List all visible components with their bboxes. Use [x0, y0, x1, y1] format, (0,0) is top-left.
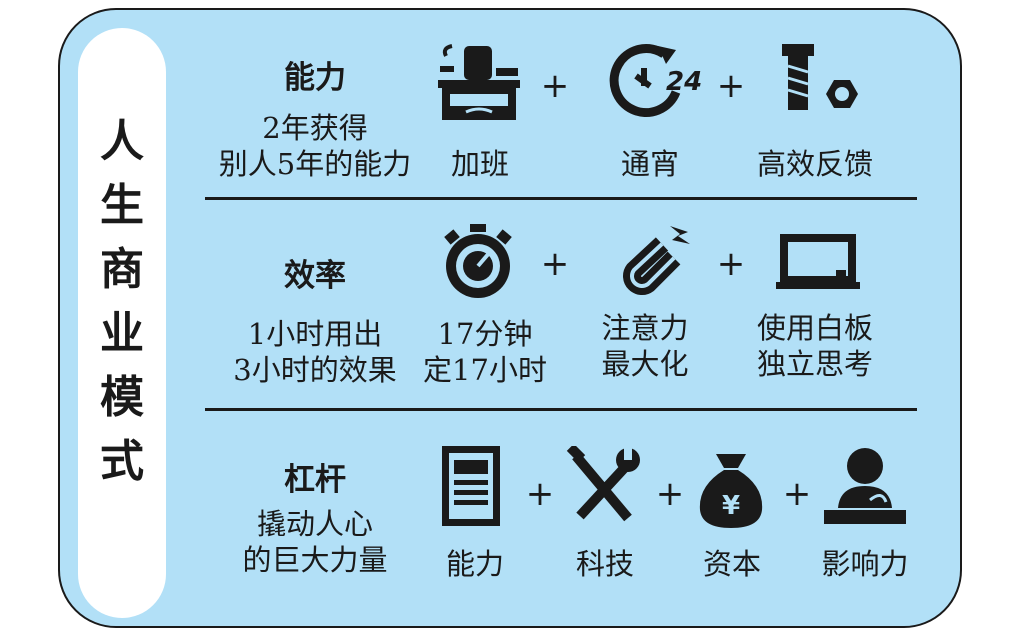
- plus-sign: +: [782, 474, 812, 514]
- item-label: 资本: [702, 547, 761, 581]
- subtitle-line: 撬动人心: [256, 507, 373, 541]
- plus-sign: +: [540, 244, 570, 284]
- whiteboard-icon: [776, 234, 860, 289]
- subtitle-line: 别人5年的能力: [218, 147, 412, 181]
- item-label-line: 使用白板: [756, 311, 873, 345]
- row-subtitle: 1小时用出 3小时的效果: [205, 316, 425, 388]
- plus-sign: +: [655, 474, 685, 514]
- plus-sign: +: [540, 66, 570, 106]
- item-label: 17分钟 定17小时: [410, 316, 560, 388]
- plus-sign: +: [525, 474, 555, 514]
- title-char: 生: [100, 180, 144, 231]
- title-char: 业: [100, 308, 144, 359]
- title-char: 商: [100, 244, 144, 295]
- item-label: 通宵: [620, 147, 679, 181]
- title-pill: [78, 28, 166, 618]
- item-label-line: 17分钟: [437, 317, 533, 351]
- row-subtitle: 2年获得 别人5年的能力: [200, 110, 430, 182]
- item-label-line: 注意力: [601, 311, 689, 345]
- speaker-person-icon: [824, 448, 906, 524]
- bolt-nut-icon: [782, 44, 858, 110]
- subtitle-line: 1小时用出: [247, 317, 383, 351]
- subtitle-line: 2年获得: [262, 111, 368, 145]
- item-label: 加班: [450, 147, 509, 181]
- document-icon: [442, 446, 500, 526]
- item-label: 影响力: [821, 547, 909, 581]
- row-divider: [205, 197, 917, 200]
- item-label: 使用白板 独立思考: [740, 310, 890, 382]
- money-bag-icon: ¥: [699, 454, 763, 528]
- stopwatch-icon: [444, 224, 512, 298]
- plus-sign: +: [716, 244, 746, 284]
- title-char: 人: [100, 116, 144, 167]
- subtitle-line: 3小时的效果: [233, 353, 397, 387]
- item-label: 注意力 最大化: [580, 310, 710, 382]
- item-label: 能力: [445, 547, 504, 581]
- title-char: 式: [100, 436, 144, 487]
- row-heading-ability: 能力: [284, 60, 346, 96]
- row-heading-efficiency: 效率: [284, 258, 346, 294]
- yen-sign-text: ¥: [722, 491, 740, 521]
- item-label-line: 最大化: [601, 347, 689, 381]
- item-label: 高效反馈: [756, 147, 873, 181]
- row-divider: [205, 408, 917, 411]
- row-subtitle: 撬动人心 的巨大力量: [205, 506, 425, 578]
- item-label: 科技: [575, 547, 634, 581]
- clock-24-icon: 24: [609, 44, 702, 118]
- item-label-line: 定17小时: [423, 353, 547, 387]
- magnet-icon: [623, 226, 690, 295]
- clock-24-text: 24: [666, 67, 702, 97]
- item-label-line: 独立思考: [756, 347, 873, 381]
- row-heading-leverage: 杠杆: [284, 462, 346, 498]
- title-char: 模: [100, 372, 144, 423]
- vertical-title: 人 生 商 业 模 式: [78, 110, 166, 494]
- office-desk-icon: [438, 44, 520, 120]
- plus-sign: +: [716, 66, 746, 106]
- tools-icon: [566, 446, 640, 522]
- subtitle-line: 的巨大力量: [242, 543, 388, 577]
